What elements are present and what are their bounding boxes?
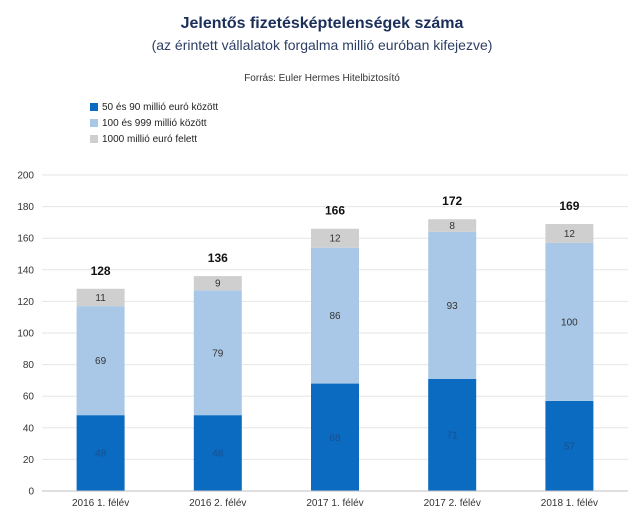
bar-segment-label: 100 (561, 317, 578, 328)
bar-segment-2 (311, 247, 359, 384)
chart-source: Forrás: Euler Hermes Hitelbiztosító (244, 73, 400, 84)
bar-segment-2 (76, 306, 125, 416)
legend-swatch-2 (90, 119, 98, 127)
bar-segment-label: 68 (329, 433, 341, 444)
y-tick-label: 140 (17, 265, 34, 276)
bar-segment-1 (428, 378, 477, 491)
bar-segment-1 (76, 415, 125, 491)
bar-segment-label: 8 (449, 221, 455, 232)
bar-total-label: 169 (559, 199, 579, 213)
y-tick-label: 60 (23, 392, 35, 403)
bar-segment-label: 11 (95, 293, 106, 304)
bar-group: 48 69 11 128 (76, 264, 125, 491)
bar-segment-3 (428, 219, 477, 232)
legend: 50 és 90 millió euró között 100 és 999 mi… (90, 102, 218, 145)
bar-group: 48 79 9 136 (193, 251, 242, 491)
x-tick-label: 2017 2. félév (424, 498, 481, 509)
chart-title: Jelentős fizetésképtelenségek száma (181, 15, 464, 32)
bar-segment-2 (193, 290, 242, 416)
bar-segment-label: 79 (212, 348, 224, 359)
bar-group: 57 100 12 169 (545, 199, 594, 491)
bar-segment-label: 69 (95, 356, 107, 367)
bar-total-label: 128 (91, 264, 111, 278)
bar-total-label: 166 (325, 204, 345, 218)
bar-segment-label: 93 (447, 301, 459, 312)
bar-segment-label: 12 (564, 229, 576, 240)
bar-segment-label: 12 (329, 234, 341, 245)
bar-segment-1 (545, 400, 594, 491)
legend-label-2: 100 és 999 millió között (102, 118, 207, 129)
y-tick-label: 180 (17, 202, 34, 213)
y-tick-label: 200 (17, 171, 34, 182)
bar-group: 71 93 8 172 (428, 194, 477, 491)
legend-swatch-3 (90, 135, 98, 143)
y-tick-label: 100 (17, 329, 34, 340)
legend-swatch-1 (90, 103, 98, 111)
y-tick-label: 40 (23, 423, 35, 434)
y-axis: 0 20 40 60 80 100 120 140 160 180 200 (17, 171, 34, 498)
bar-segment-3 (545, 223, 594, 243)
y-tick-label: 80 (23, 360, 35, 371)
x-tick-label: 2016 2. félév (189, 498, 246, 509)
bar-segment-3 (76, 288, 125, 307)
bar-segment-2 (428, 231, 477, 379)
x-tick-label: 2017 1. félév (306, 498, 363, 509)
bar-segment-1 (311, 383, 359, 491)
bar-segment-3 (193, 276, 242, 291)
bar-segment-label: 86 (329, 311, 341, 322)
x-tick-label: 2016 1. félév (72, 498, 129, 509)
chart-subtitle: (az érintett vállalatok forgalma millió … (152, 37, 493, 53)
bars: 48 69 11 128 48 79 9 136 68 86 12 166 71 93 8 172 57 100 1… (76, 194, 594, 491)
bar-segment-1 (193, 415, 242, 491)
bar-group: 68 86 12 166 (311, 204, 359, 491)
y-tick-label: 0 (28, 487, 34, 498)
y-tick-label: 160 (17, 234, 34, 245)
bar-segment-2 (545, 242, 594, 401)
legend-label-3: 1000 millió euró felett (102, 134, 197, 145)
y-tick-label: 20 (23, 455, 35, 466)
x-axis: 2016 1. félév 2016 2. félév 2017 1. félév 2… (42, 490, 628, 509)
y-tick-label: 120 (17, 297, 34, 308)
bar-segment-label: 9 (215, 279, 221, 290)
bar-segment-3 (311, 228, 359, 248)
bar-segment-label: 48 (95, 449, 107, 460)
bar-total-label: 172 (442, 194, 462, 208)
bar-total-label: 136 (208, 251, 228, 265)
x-tick-label: 2018 1. félév (541, 498, 598, 509)
bar-segment-label: 48 (212, 449, 224, 460)
bar-segment-label: 57 (564, 441, 576, 452)
legend-label-1: 50 és 90 millió euró között (102, 102, 218, 113)
bar-segment-label: 71 (447, 430, 459, 441)
